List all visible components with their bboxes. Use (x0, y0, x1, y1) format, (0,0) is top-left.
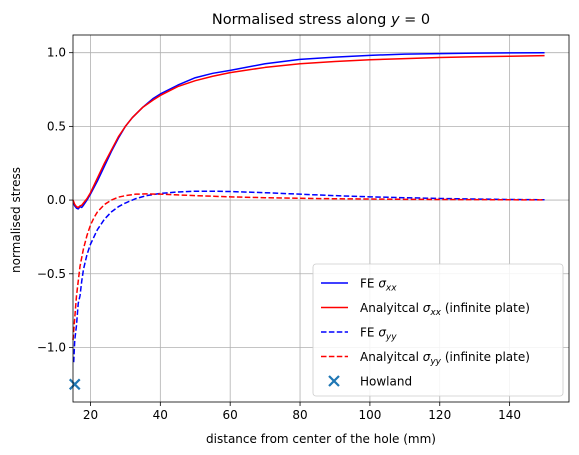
legend-label-symbol: σ (378, 277, 386, 291)
series-lines (72, 51, 545, 363)
x-tick-label: 60 (223, 408, 238, 422)
legend-label-subscript: xx (385, 284, 397, 294)
howland-marker (68, 378, 81, 391)
x-tick-label: 100 (358, 408, 381, 422)
x-tick-label: 40 (153, 408, 168, 422)
legend-label-prefix: FE (360, 277, 378, 291)
x-axis-label: distance from center of the hole (mm) (206, 432, 436, 446)
x-tick-label: 140 (498, 408, 521, 422)
legend-label-suffix: (infinite plate) (441, 350, 530, 364)
legend-label-symbol: σ (378, 326, 386, 340)
chart-title: Normalised stress along y = 0 (212, 12, 430, 28)
y-tick-label: −0.5 (37, 267, 66, 281)
x-tick-label: 80 (292, 408, 307, 422)
x-tick-label: 20 (83, 408, 98, 422)
chart-title-main: Normalised stress along (212, 12, 391, 28)
legend-label-subscript: yy (385, 333, 397, 343)
series-line-3 (72, 190, 545, 363)
series-line-4 (72, 193, 545, 341)
y-tick-label: 0.5 (47, 119, 66, 133)
legend-label: Analyitcal σyy (infinite plate) (360, 350, 530, 367)
legend-box (312, 263, 564, 397)
y-tick-label: −1.0 (37, 340, 66, 354)
y-tick-label: 0.0 (47, 193, 66, 207)
legend-label-symbol: σ (423, 350, 431, 364)
series-line-1 (72, 51, 545, 210)
marker-stroke (328, 375, 340, 387)
legend-label-suffix: (infinite plate) (441, 301, 530, 315)
y-tick-label: 1.0 (47, 46, 66, 60)
legend-label-subscript: xx (429, 308, 441, 318)
legend-label: FE σxx (360, 277, 397, 294)
chart-title-eq: = 0 (400, 12, 431, 28)
legend-label-prefix: Analyitcal (360, 301, 423, 315)
legend-label-prefix: FE (360, 326, 378, 340)
series-line-2 (72, 54, 545, 209)
x-tick-label: 120 (428, 408, 451, 422)
markers (68, 378, 81, 391)
legend-label: FE σyy (360, 326, 397, 343)
plot-frame (72, 34, 570, 403)
legend-label: Howland (360, 375, 412, 389)
chart-title-var: y (390, 12, 400, 28)
y-axis-label: normalised stress (9, 167, 23, 273)
legend-label-subscript: yy (429, 357, 441, 367)
legend-label-prefix: Analyitcal (360, 350, 423, 364)
marker-stroke (68, 378, 81, 391)
legend-marker-swatch (328, 375, 340, 387)
axis-ticks: 20 40 60 80 100 120 140 −1.0 −0.5 0.0 0.5 1.0 (37, 46, 521, 422)
legend-label: Analyitcal σxx (infinite plate) (360, 301, 530, 318)
legend-label-symbol: σ (423, 301, 431, 315)
